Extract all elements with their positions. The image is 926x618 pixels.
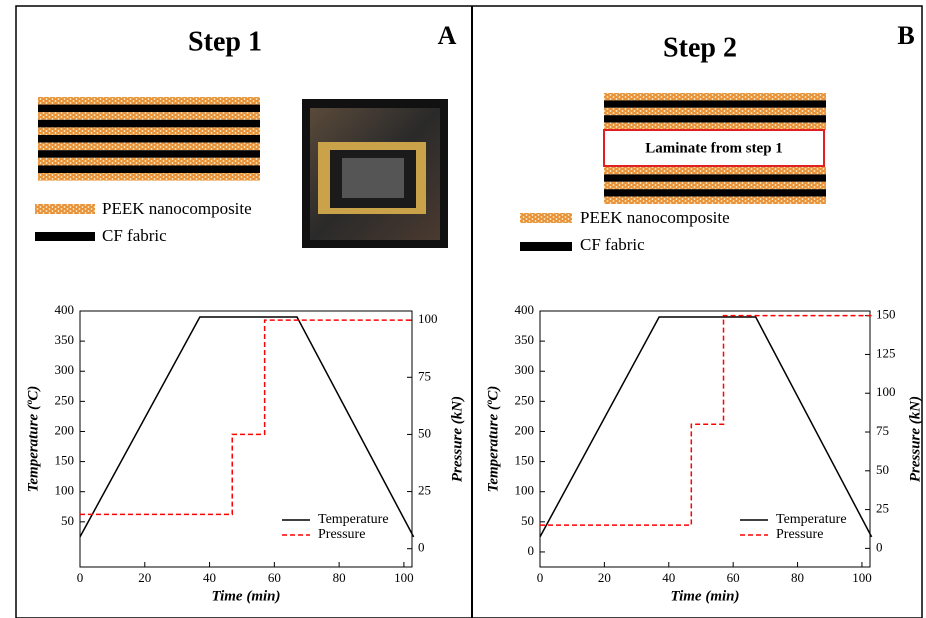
y-tick-label: 250 bbox=[515, 392, 535, 407]
y-tick-label: 150 bbox=[55, 453, 75, 468]
layer bbox=[38, 135, 260, 143]
x-tick-label: 0 bbox=[537, 570, 544, 585]
layer-stack bbox=[38, 97, 260, 181]
legend-swatch bbox=[35, 204, 95, 214]
plot-frame bbox=[79, 310, 413, 568]
layer bbox=[38, 150, 260, 158]
layer bbox=[38, 157, 260, 166]
series-line bbox=[539, 316, 873, 538]
legend-label: CF fabric bbox=[580, 235, 645, 254]
y2-tick-label: 75 bbox=[418, 368, 431, 383]
y2-tick-label: 150 bbox=[876, 307, 896, 322]
legend-label: Temperature bbox=[776, 512, 847, 527]
layer bbox=[38, 104, 260, 113]
layer bbox=[604, 93, 826, 101]
y-axis-label: Temperature (ºC) bbox=[25, 386, 41, 493]
y-tick-label: 350 bbox=[515, 332, 535, 347]
layer bbox=[38, 142, 260, 151]
y-tick-label: 400 bbox=[55, 302, 75, 317]
photo bbox=[302, 99, 448, 248]
legend-label: Temperature bbox=[318, 512, 389, 527]
panel-label: B bbox=[897, 21, 914, 50]
x-tick-label: 60 bbox=[268, 570, 281, 585]
layer bbox=[604, 196, 826, 204]
x-tick-label: 60 bbox=[727, 570, 740, 585]
y2-tick-label: 100 bbox=[418, 311, 438, 326]
y-tick-label: 200 bbox=[515, 422, 535, 437]
x-tick-label: 100 bbox=[394, 570, 414, 585]
y2-tick-label: 0 bbox=[876, 539, 883, 554]
y2-tick-label: 75 bbox=[876, 423, 889, 438]
layer bbox=[38, 127, 260, 135]
layer bbox=[604, 181, 826, 190]
y2-tick-label: 100 bbox=[876, 384, 896, 399]
y-tick-label: 100 bbox=[515, 483, 535, 498]
legend-swatch bbox=[520, 213, 572, 223]
layer bbox=[38, 97, 260, 105]
x-tick-label: 20 bbox=[598, 570, 611, 585]
layer bbox=[604, 122, 826, 130]
y2-tick-label: 25 bbox=[418, 483, 431, 498]
panel-title: Step 1 bbox=[188, 26, 262, 57]
legend-label: Pressure bbox=[318, 527, 365, 542]
layer-stack bbox=[604, 93, 826, 130]
y-tick-label: 350 bbox=[55, 332, 75, 347]
panel-label: A bbox=[438, 21, 457, 50]
y-tick-label: 50 bbox=[61, 513, 74, 528]
y2-axis-label: Pressure (kN) bbox=[907, 396, 923, 482]
y-tick-label: 300 bbox=[515, 362, 535, 377]
y2-tick-label: 0 bbox=[418, 540, 425, 555]
x-tick-label: 100 bbox=[852, 570, 872, 585]
layer bbox=[604, 115, 826, 123]
x-tick-label: 80 bbox=[333, 570, 346, 585]
series-line bbox=[79, 316, 415, 538]
x-tick-label: 80 bbox=[791, 570, 804, 585]
legend-label: PEEK nanocomposite bbox=[580, 208, 730, 227]
series-line bbox=[80, 319, 414, 516]
y-tick-label: 0 bbox=[528, 543, 535, 558]
legend-label: Pressure bbox=[776, 527, 823, 542]
plot-frame bbox=[539, 310, 871, 568]
x-axis-label: Time (min) bbox=[670, 588, 739, 604]
legend-swatch bbox=[35, 232, 95, 241]
x-tick-label: 20 bbox=[138, 570, 151, 585]
layer bbox=[604, 167, 826, 175]
legend-label: PEEK nanocomposite bbox=[102, 199, 252, 218]
layer bbox=[38, 119, 260, 128]
y2-tick-label: 50 bbox=[876, 462, 889, 477]
layer bbox=[604, 174, 826, 182]
laminate-label: Laminate from step 1 bbox=[645, 140, 783, 156]
frame bbox=[15, 5, 923, 618]
y-tick-label: 200 bbox=[55, 422, 75, 437]
series-line bbox=[540, 314, 872, 526]
y-axis-label: Temperature (ºC) bbox=[485, 386, 501, 493]
layer bbox=[38, 173, 260, 181]
layer bbox=[38, 165, 260, 173]
y-tick-label: 50 bbox=[521, 513, 534, 528]
y-tick-label: 250 bbox=[55, 392, 75, 407]
x-tick-label: 40 bbox=[203, 570, 216, 585]
layer bbox=[604, 100, 826, 108]
laminate-box bbox=[603, 129, 825, 167]
layer bbox=[604, 107, 826, 116]
layer bbox=[604, 189, 826, 197]
layer bbox=[38, 112, 260, 120]
y2-tick-label: 50 bbox=[418, 425, 431, 440]
y-tick-label: 300 bbox=[55, 362, 75, 377]
y2-tick-label: 125 bbox=[876, 345, 896, 360]
y-tick-label: 400 bbox=[515, 302, 535, 317]
panel-title: Step 2 bbox=[663, 32, 737, 63]
y2-axis-label: Pressure (kN) bbox=[449, 396, 465, 482]
x-tick-label: 0 bbox=[77, 570, 84, 585]
y-tick-label: 150 bbox=[515, 453, 535, 468]
x-axis-label: Time (min) bbox=[211, 588, 280, 604]
legend-label: CF fabric bbox=[102, 226, 167, 245]
layer-stack bbox=[604, 167, 826, 204]
legend-swatch bbox=[520, 242, 572, 251]
x-tick-label: 40 bbox=[662, 570, 675, 585]
y2-tick-label: 25 bbox=[876, 501, 889, 516]
y-tick-label: 100 bbox=[55, 483, 75, 498]
